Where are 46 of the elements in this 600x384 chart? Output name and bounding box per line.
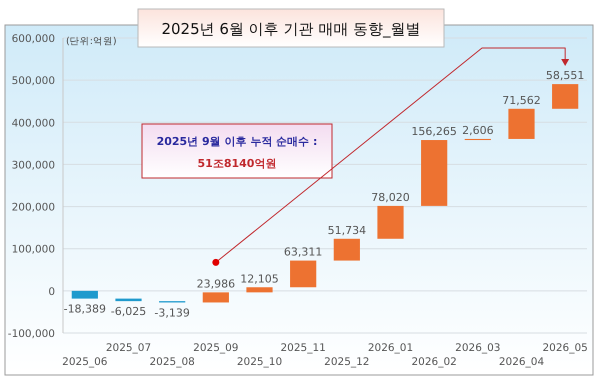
y-tick-label: 0 (48, 286, 55, 298)
data-label: 78,020 (371, 190, 410, 204)
data-label: 71,562 (502, 94, 541, 107)
data-label: 58,551 (546, 69, 584, 82)
y-tick-label: 400,000 (12, 117, 55, 130)
bar (334, 238, 360, 261)
bar (377, 206, 404, 239)
bar (202, 292, 229, 302)
x-tick-label: 2026_03 (455, 342, 501, 354)
data-label: -18,389 (64, 302, 106, 316)
x-tick-label: 2025_12 (324, 356, 370, 368)
data-label: -6,025 (110, 305, 146, 318)
x-tick-label: 2026_05 (542, 342, 588, 354)
data-label: 63,311 (284, 246, 322, 259)
x-tick-label: 2025_11 (280, 342, 326, 354)
x-tick-label: 2025_09 (193, 342, 239, 354)
y-tick-label: 300,000 (12, 159, 55, 172)
bar (246, 287, 273, 292)
x-tick-label: 2026_04 (498, 356, 544, 368)
x-tick-label: 2026_02 (411, 356, 457, 368)
annotation: 51조8140억원 (198, 157, 276, 170)
bar (421, 140, 448, 206)
bar (72, 290, 98, 299)
data-label: 156,265 (411, 125, 457, 138)
annotation: (단위:억원) (66, 36, 117, 47)
x-tick-label: 2026_01 (368, 342, 414, 354)
bar (508, 108, 535, 139)
bar (115, 298, 142, 302)
x-tick-label: 2025_07 (106, 342, 152, 354)
data-label: 51,734 (328, 224, 366, 237)
x-tick-label: 2025_06 (62, 356, 108, 368)
bar (290, 260, 316, 288)
chart-title: 2025년 6월 이후 기관 매매 동향_월별 (161, 20, 421, 38)
data-label: 2,606 (462, 124, 494, 137)
y-tick-label: 600,000 (12, 33, 55, 45)
x-tick-label: 2025_10 (236, 356, 282, 368)
y-tick-label: 500,000 (12, 75, 55, 88)
y-tick-label: 200,000 (12, 202, 55, 214)
y-tick-label: -100,000 (8, 328, 55, 340)
data-label: 12,105 (240, 272, 279, 286)
data-label: -3,139 (154, 306, 190, 320)
bar (552, 84, 578, 109)
y-tick-label: 100,000 (12, 244, 55, 256)
data-label: 23,986 (196, 277, 236, 290)
x-tick-label: 2025_08 (149, 356, 195, 368)
annotation: 2025년 9월 이후 누적 순매수 : (156, 135, 318, 148)
